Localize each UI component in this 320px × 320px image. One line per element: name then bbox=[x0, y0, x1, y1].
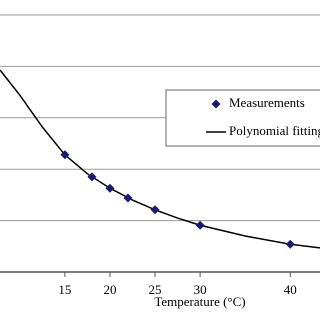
x-tick-label: 25 bbox=[149, 282, 162, 297]
data-point bbox=[195, 220, 205, 230]
legend-label: Measurements bbox=[229, 95, 305, 110]
x-tick-label: 20 bbox=[103, 282, 116, 297]
x-tick-label: 40 bbox=[284, 282, 297, 297]
data-point bbox=[123, 193, 133, 203]
x-axis-title: Temperature (°C) bbox=[154, 294, 245, 309]
data-point bbox=[60, 150, 70, 160]
legend-box bbox=[165, 89, 320, 147]
x-tick-label: 15 bbox=[58, 282, 71, 297]
data-point bbox=[285, 239, 295, 249]
fit-line bbox=[0, 69, 320, 249]
legend-label: Polynomial fitting bbox=[229, 123, 320, 138]
data-point bbox=[87, 172, 97, 182]
data-point bbox=[105, 183, 115, 193]
data-point bbox=[150, 205, 160, 215]
legend-marker bbox=[211, 99, 221, 109]
x-tick-label: 30 bbox=[194, 282, 207, 297]
